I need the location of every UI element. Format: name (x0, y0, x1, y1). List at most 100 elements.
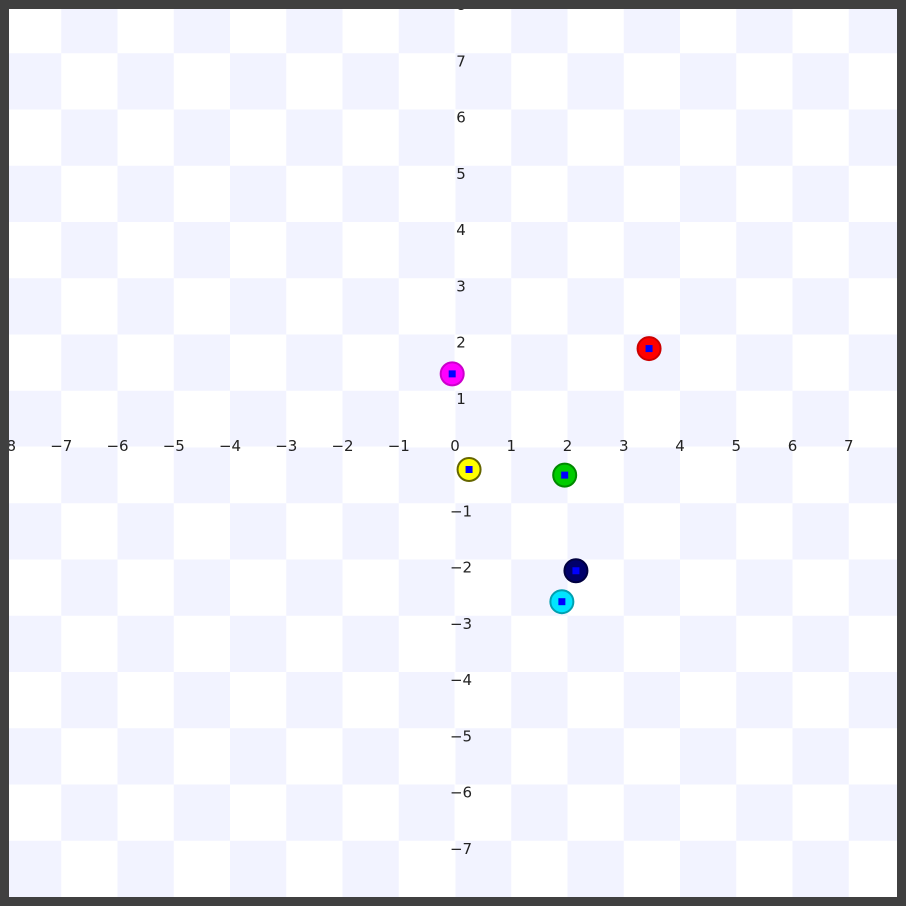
y-tick-label: 1 (456, 390, 466, 408)
checker-cell (680, 615, 737, 672)
checker-cell (5, 165, 62, 222)
x-tick-label: −2 (331, 437, 353, 455)
checker-cell (61, 559, 118, 616)
data-point (552, 462, 578, 488)
x-tick-label: 1 (506, 437, 516, 455)
checker-cell (286, 222, 343, 279)
checker-cell (173, 559, 230, 616)
checker-cell (680, 503, 737, 560)
checker-cell (623, 672, 680, 729)
checker-cell (342, 278, 399, 335)
checker-cell (455, 728, 512, 785)
checker-cell (173, 109, 230, 166)
checker-cell (398, 222, 455, 279)
checker-cell (848, 559, 905, 616)
checker-cell (230, 503, 287, 560)
checker-cell (230, 615, 287, 672)
checker-cell (680, 390, 737, 447)
checker-cell (792, 728, 849, 785)
x-tick-label: −1 (388, 437, 410, 455)
x-tick-label: 4 (675, 437, 685, 455)
y-tick-label: −4 (450, 671, 472, 689)
checker-cell (736, 334, 793, 391)
checker-cell (61, 222, 118, 279)
checker-cell (173, 222, 230, 279)
checker-cell (455, 278, 512, 335)
checker-cell (792, 53, 849, 110)
y-tick-label: 6 (456, 109, 466, 127)
checker-cell (680, 728, 737, 785)
checker-cell (342, 53, 399, 110)
data-point-core (448, 370, 456, 378)
checker-cell (286, 784, 343, 841)
x-tick-label: 3 (619, 437, 629, 455)
checker-cell (680, 53, 737, 110)
checker-cell (623, 559, 680, 616)
checker-cell (736, 559, 793, 616)
checker-cell (230, 728, 287, 785)
checker-cell (117, 278, 174, 335)
y-tick-label: −1 (450, 502, 472, 520)
checker-cell (511, 672, 568, 729)
checker-cell (567, 728, 624, 785)
y-tick-label: −5 (450, 727, 472, 745)
checker-cell (736, 447, 793, 504)
data-point-core (645, 345, 653, 353)
checker-cell (455, 840, 512, 897)
checker-cell (398, 559, 455, 616)
data-points (439, 336, 662, 615)
checker-cell (173, 784, 230, 841)
checker-cell (792, 278, 849, 335)
data-point (456, 457, 482, 482)
x-tick-label: 7 (844, 437, 854, 455)
x-tick-label: 0 (450, 437, 460, 455)
checker-cell (455, 53, 512, 110)
checker-cell (848, 447, 905, 504)
checker-cell (511, 784, 568, 841)
checker-cell (792, 503, 849, 560)
checker-cell (511, 334, 568, 391)
checker-cell (398, 447, 455, 504)
checker-cell (792, 390, 849, 447)
checker-cell (567, 615, 624, 672)
checker-cell (61, 784, 118, 841)
checker-cell (230, 840, 287, 897)
checker-cell (117, 728, 174, 785)
x-tick-label: 6 (788, 437, 798, 455)
checker-cell (567, 503, 624, 560)
checker-cell (230, 278, 287, 335)
checker-cell (398, 784, 455, 841)
y-tick-label: −7 (450, 840, 472, 858)
checker-cell (117, 390, 174, 447)
checker-cell (5, 503, 62, 560)
checker-cell (511, 222, 568, 279)
checker-cell (342, 840, 399, 897)
checker-cell (848, 334, 905, 391)
checker-cell (286, 109, 343, 166)
checker-cell (230, 390, 287, 447)
y-tick-label: −2 (450, 559, 472, 577)
checker-cell (173, 672, 230, 729)
x-tick-label: 5 (731, 437, 741, 455)
y-tick-label: 3 (456, 277, 466, 295)
checker-cell (61, 447, 118, 504)
checker-cell (736, 672, 793, 729)
data-point-core (572, 567, 580, 575)
checker-cell (792, 840, 849, 897)
checker-cell (623, 447, 680, 504)
data-point (636, 336, 662, 362)
x-tick-label: 2 (563, 437, 573, 455)
y-tick-label: −3 (450, 615, 472, 633)
checker-cell (848, 109, 905, 166)
checker-cell (567, 278, 624, 335)
checker-cell (61, 109, 118, 166)
checker-cell (455, 390, 512, 447)
checker-cell (230, 165, 287, 222)
checker-cell (567, 840, 624, 897)
checker-cell (680, 278, 737, 335)
checker-cell (61, 334, 118, 391)
checker-cell (511, 109, 568, 166)
